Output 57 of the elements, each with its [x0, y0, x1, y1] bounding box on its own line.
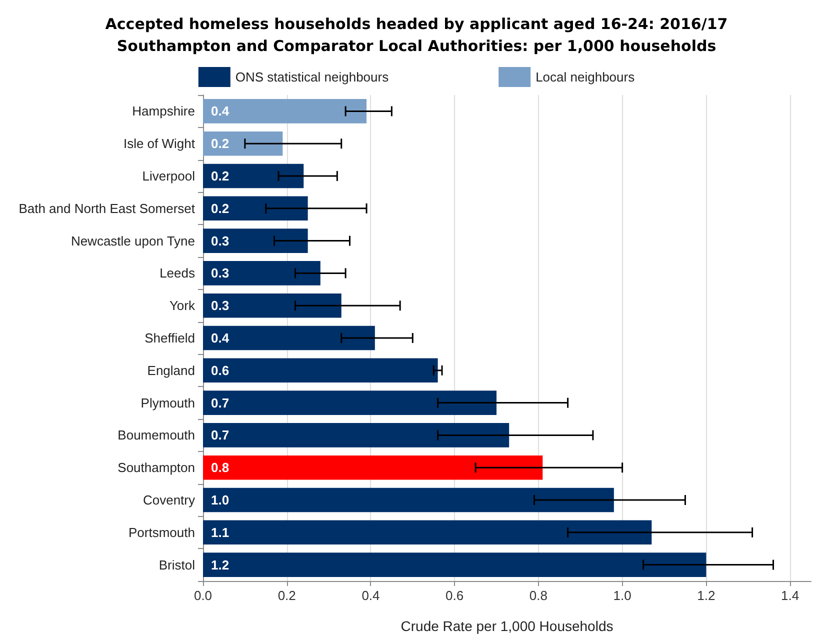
data-label: 0.8 [211, 460, 230, 476]
y-tick-label: Portsmouth [128, 524, 195, 540]
legend-label: ONS statistical neighbours [235, 70, 390, 84]
bar [203, 164, 304, 188]
bar [203, 488, 614, 512]
y-tick-label: Sheffield [144, 330, 195, 346]
bar [203, 423, 510, 448]
x-tick-label: 1.4 [780, 588, 800, 603]
bar [203, 390, 497, 415]
data-label: 0.3 [211, 233, 230, 248]
y-tick-label: Bath and North East Somerset [18, 200, 196, 216]
y-tick-label: Plymouth [140, 395, 195, 410]
data-label: 1.0 [211, 492, 230, 508]
y-tick-label: Boumemouth [118, 428, 195, 443]
y-tick-label: England [147, 362, 195, 378]
data-label: 0.4 [211, 104, 230, 119]
data-label: 1.1 [211, 524, 230, 540]
data-label: 0.2 [211, 200, 230, 216]
y-tick-label: Newcastle upon Tyne [70, 233, 195, 248]
legend-label: Local neighbours [536, 70, 636, 84]
data-label: 0.4 [211, 330, 230, 346]
x-tick-label: 0.8 [529, 588, 548, 603]
data-label: 0.7 [211, 428, 230, 443]
bar [203, 228, 308, 253]
chart-title: Accepted homeless households headed by applicant aged 16-24: 2016/17 Southampton and Comparator Local Authorities: per 1,000 households [105, 15, 728, 55]
bar [203, 196, 308, 221]
bar [203, 293, 342, 318]
bar [203, 131, 283, 156]
x-tick-label: 0.4 [362, 588, 380, 603]
data-label: 0.3 [211, 266, 230, 281]
data-label: 0.2 [211, 136, 230, 152]
bar [203, 261, 320, 286]
bar [203, 520, 652, 545]
x-tick-label: 0.6 [446, 588, 464, 603]
y-tick-label: Southampton [118, 460, 195, 476]
y-tick-label: Bristol [158, 557, 196, 572]
data-label: 0.3 [211, 298, 230, 314]
y-tick-label: Coventry [142, 492, 196, 508]
data-label: 0.6 [211, 362, 230, 378]
y-tick-label: York [169, 298, 196, 314]
bar [203, 99, 367, 124]
data-label: 0.2 [211, 168, 230, 184]
data-label: 1.2 [211, 557, 230, 572]
bar [203, 455, 543, 480]
x-tick-label: 0.2 [278, 588, 296, 603]
y-tick-label: Liverpool [142, 168, 196, 184]
bar [203, 552, 706, 577]
x-tick-label: 1.2 [697, 588, 716, 603]
bar [203, 358, 438, 383]
x-tick-label: 1.0 [613, 588, 632, 603]
data-label: 0.7 [211, 395, 230, 410]
y-tick-label: Leeds [160, 266, 196, 281]
x-tick-label: 0.0 [194, 588, 212, 603]
x-axis-title: Crude Rate per 1,000 Households [400, 618, 614, 634]
bar [203, 326, 375, 350]
y-tick-label: Hampshire [132, 104, 195, 119]
y-tick-label: Isle of Wight [123, 136, 196, 152]
